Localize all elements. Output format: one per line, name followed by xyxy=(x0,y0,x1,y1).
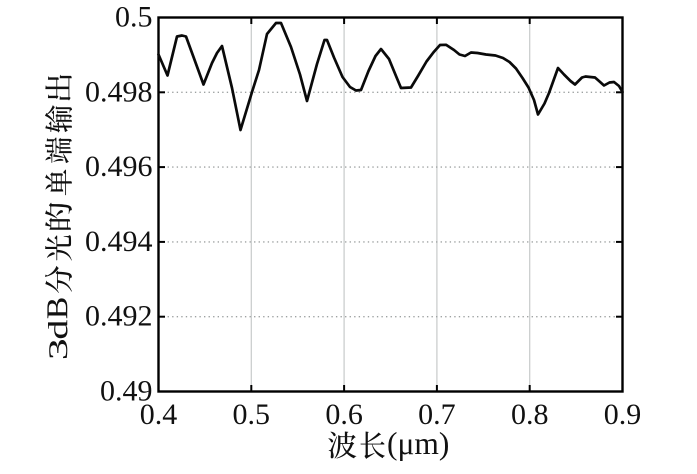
svg-text:0.9: 0.9 xyxy=(604,398,642,431)
svg-text:0.4: 0.4 xyxy=(140,398,178,431)
svg-text:0.492: 0.492 xyxy=(85,300,153,333)
svg-text:0.5: 0.5 xyxy=(233,398,271,431)
svg-text:0.7: 0.7 xyxy=(418,398,456,431)
svg-text:0.5: 0.5 xyxy=(115,1,153,34)
svg-text:(μm): (μm) xyxy=(387,426,449,461)
svg-text:0.8: 0.8 xyxy=(511,398,549,431)
svg-text:0.494: 0.494 xyxy=(85,225,153,258)
svg-text:0.49: 0.49 xyxy=(100,375,153,408)
svg-text:0.6: 0.6 xyxy=(325,398,363,431)
svg-text:0.498: 0.498 xyxy=(85,75,153,108)
svg-text:0.496: 0.496 xyxy=(85,150,153,183)
